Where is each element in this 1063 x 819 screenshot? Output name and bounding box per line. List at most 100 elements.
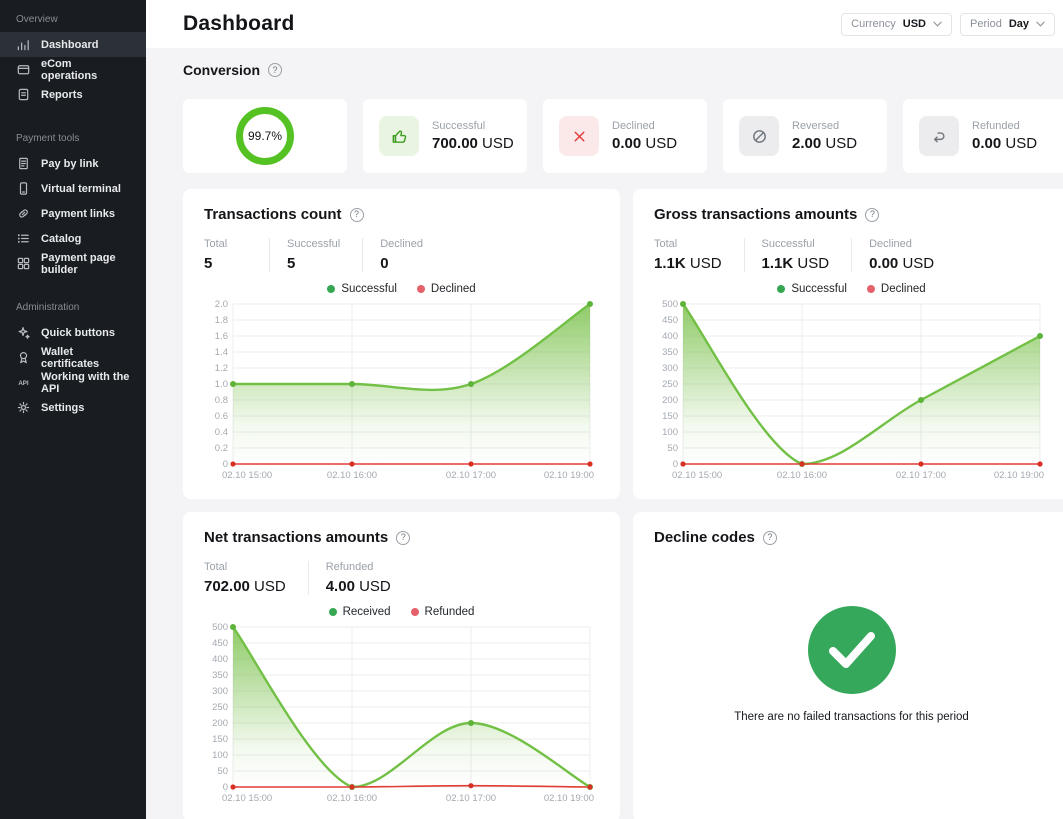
sidebar-item-dashboard[interactable]: Dashboard	[0, 32, 146, 57]
chart-0: 2.0 1.8 1.6 1.4 1.2 1.0 0.8 0.6 0.4 0.2 0 02.10 15:…	[204, 298, 599, 489]
svg-text:300: 300	[212, 686, 228, 697]
svg-text:150: 150	[662, 411, 678, 422]
gear-icon	[16, 400, 31, 415]
stat-value: 5	[204, 255, 213, 272]
terminal-icon	[16, 181, 31, 196]
sidebar-item-label: Payment links	[41, 207, 115, 220]
chevron-down-icon	[933, 21, 942, 27]
svg-text:300: 300	[662, 363, 678, 374]
card-value: 2.00 USD	[792, 135, 858, 152]
svg-text:API: API	[18, 380, 29, 387]
help-icon[interactable]: ?	[349, 207, 364, 222]
panel-transactions-count: Transactions count ? Total 5 Successful …	[183, 189, 620, 499]
panel-stats: Total 5 Successful 5 Declined 0	[204, 238, 599, 272]
sidebar-item-catalog[interactable]: Catalog	[0, 226, 146, 251]
panel-header: Transactions count ?	[204, 206, 599, 223]
stat-refunded: Refunded 4.00 USD	[326, 561, 413, 595]
sidebar-item-pay-by-link[interactable]: Pay by link	[0, 151, 146, 176]
grid-icon	[16, 256, 31, 271]
svg-text:02.10 17:00: 02.10 17:00	[446, 470, 496, 481]
empty-state-message: There are no failed transactions for thi…	[734, 711, 969, 723]
conversion-title: Conversion	[183, 62, 261, 78]
sidebar-item-label: Virtual terminal	[41, 182, 121, 195]
panel-header: Gross transactions amounts ?	[654, 206, 1049, 223]
panel-title: Transactions count	[204, 206, 342, 223]
legend-item-refunded[interactable]: Refunded	[410, 606, 474, 618]
api-icon: API	[16, 375, 31, 390]
stat-value: 1.1K USD	[761, 255, 830, 272]
chart-legend: Successful Declined	[204, 283, 599, 295]
sidebar-item-label: Settings	[41, 401, 85, 414]
help-icon[interactable]: ?	[865, 207, 880, 222]
sidebar-section-label: Overview	[16, 14, 58, 25]
svg-text:2.0: 2.0	[215, 299, 228, 310]
stat-value: 0.00 USD	[869, 255, 935, 272]
legend-item-declined[interactable]: Declined	[416, 283, 476, 295]
sidebar-item-label: eCom operations	[41, 57, 98, 82]
stat-successful: Successful 1.1K USD	[762, 238, 853, 272]
svg-text:02.10 17:00: 02.10 17:00	[446, 793, 496, 804]
svg-text:450: 450	[212, 638, 228, 649]
stat-value: 702.00 USD	[204, 578, 286, 595]
svg-text:1.2: 1.2	[215, 363, 228, 374]
currency-dropdown[interactable]: Currency USD	[841, 12, 953, 36]
sidebar-item-payment-page-builder[interactable]: Payment page builder	[0, 251, 146, 276]
legend-dot-icon	[416, 285, 425, 293]
sidebar-section-label: Payment tools	[16, 133, 80, 144]
panel-header: Net transactions amounts ?	[204, 529, 599, 546]
chart-2: 500 450 400 350 300 250 200 150 100 50 0 02.10 15:0…	[204, 621, 599, 812]
period-dropdown-label: Period	[970, 18, 1002, 30]
sidebar-item-ecom-operations[interactable]: eCom operations	[0, 57, 146, 82]
currency-dropdown-value: USD	[902, 18, 927, 30]
stat-label: Successful	[287, 238, 341, 250]
svg-text:0.8: 0.8	[215, 395, 228, 406]
svg-text:02.10 19:00: 02.10 19:00	[994, 470, 1044, 481]
sidebar-item-settings[interactable]: Settings	[0, 395, 146, 420]
panel-header: Decline codes ?	[654, 529, 1049, 546]
conversion-card-declined: Declined 0.00 USD	[543, 99, 707, 173]
legend-item-successful[interactable]: Successful	[777, 283, 847, 295]
empty-state: There are no failed transactions for thi…	[654, 606, 1049, 723]
legend-item-successful[interactable]: Successful	[327, 283, 397, 295]
stat-value: 1.1K USD	[654, 255, 722, 272]
sidebar-item-quick-buttons[interactable]: Quick buttons	[0, 320, 146, 345]
panels-grid: Transactions count ? Total 5 Successful …	[183, 189, 1063, 819]
svg-text:500: 500	[212, 622, 228, 633]
svg-text:200: 200	[212, 718, 228, 729]
sidebar-item-reports[interactable]: Reports	[0, 82, 146, 107]
sidebar-item-wallet-certificates[interactable]: Wallet certificates	[0, 345, 146, 370]
sidebar-item-working-with-the-api[interactable]: API Working with the API	[0, 370, 146, 395]
legend-item-received[interactable]: Received	[328, 606, 391, 618]
svg-text:1.6: 1.6	[215, 331, 228, 342]
card-text: Declined 0.00 USD	[612, 120, 677, 152]
sidebar-item-virtual-terminal[interactable]: Virtual terminal	[0, 176, 146, 201]
svg-text:0.6: 0.6	[215, 411, 228, 422]
card-value: 0.00 USD	[612, 135, 678, 152]
help-icon[interactable]: ?	[268, 63, 283, 77]
panel-stats: Total 1.1K USD Successful 1.1K USD Decli…	[654, 238, 1049, 272]
help-icon[interactable]: ?	[396, 530, 411, 545]
bar-chart-icon	[16, 37, 31, 52]
legend-item-declined[interactable]: Declined	[866, 283, 926, 295]
chart-legend: Received Refunded	[204, 606, 599, 618]
svg-text:450: 450	[662, 315, 678, 326]
conversion-cards: 99.7% Successful 700.00 USD Declined 0.0…	[183, 99, 1063, 173]
stat-label: Declined	[380, 238, 424, 250]
help-icon[interactable]: ?	[762, 530, 777, 545]
pos-terminal-icon	[16, 62, 31, 77]
chart-legend: Successful Declined	[654, 283, 1049, 295]
svg-text:0: 0	[673, 459, 678, 470]
svg-text:250: 250	[212, 702, 228, 713]
svg-text:02.10 19:00: 02.10 19:00	[544, 470, 594, 481]
panel-title: Net transactions amounts	[204, 529, 389, 546]
svg-text:02.10 16:00: 02.10 16:00	[327, 470, 377, 481]
sidebar-item-label: Catalog	[41, 232, 82, 245]
undo-icon	[919, 116, 959, 156]
period-dropdown[interactable]: Period Day	[960, 12, 1055, 36]
card-text: Reversed 2.00 USD	[792, 120, 857, 152]
chart-1: 500 450 400 350 300 250 200 150 100 50 0 02.10 15:0…	[654, 298, 1049, 489]
svg-text:02.10 16:00: 02.10 16:00	[777, 470, 827, 481]
sidebar-item-payment-links[interactable]: Payment links	[0, 201, 146, 226]
